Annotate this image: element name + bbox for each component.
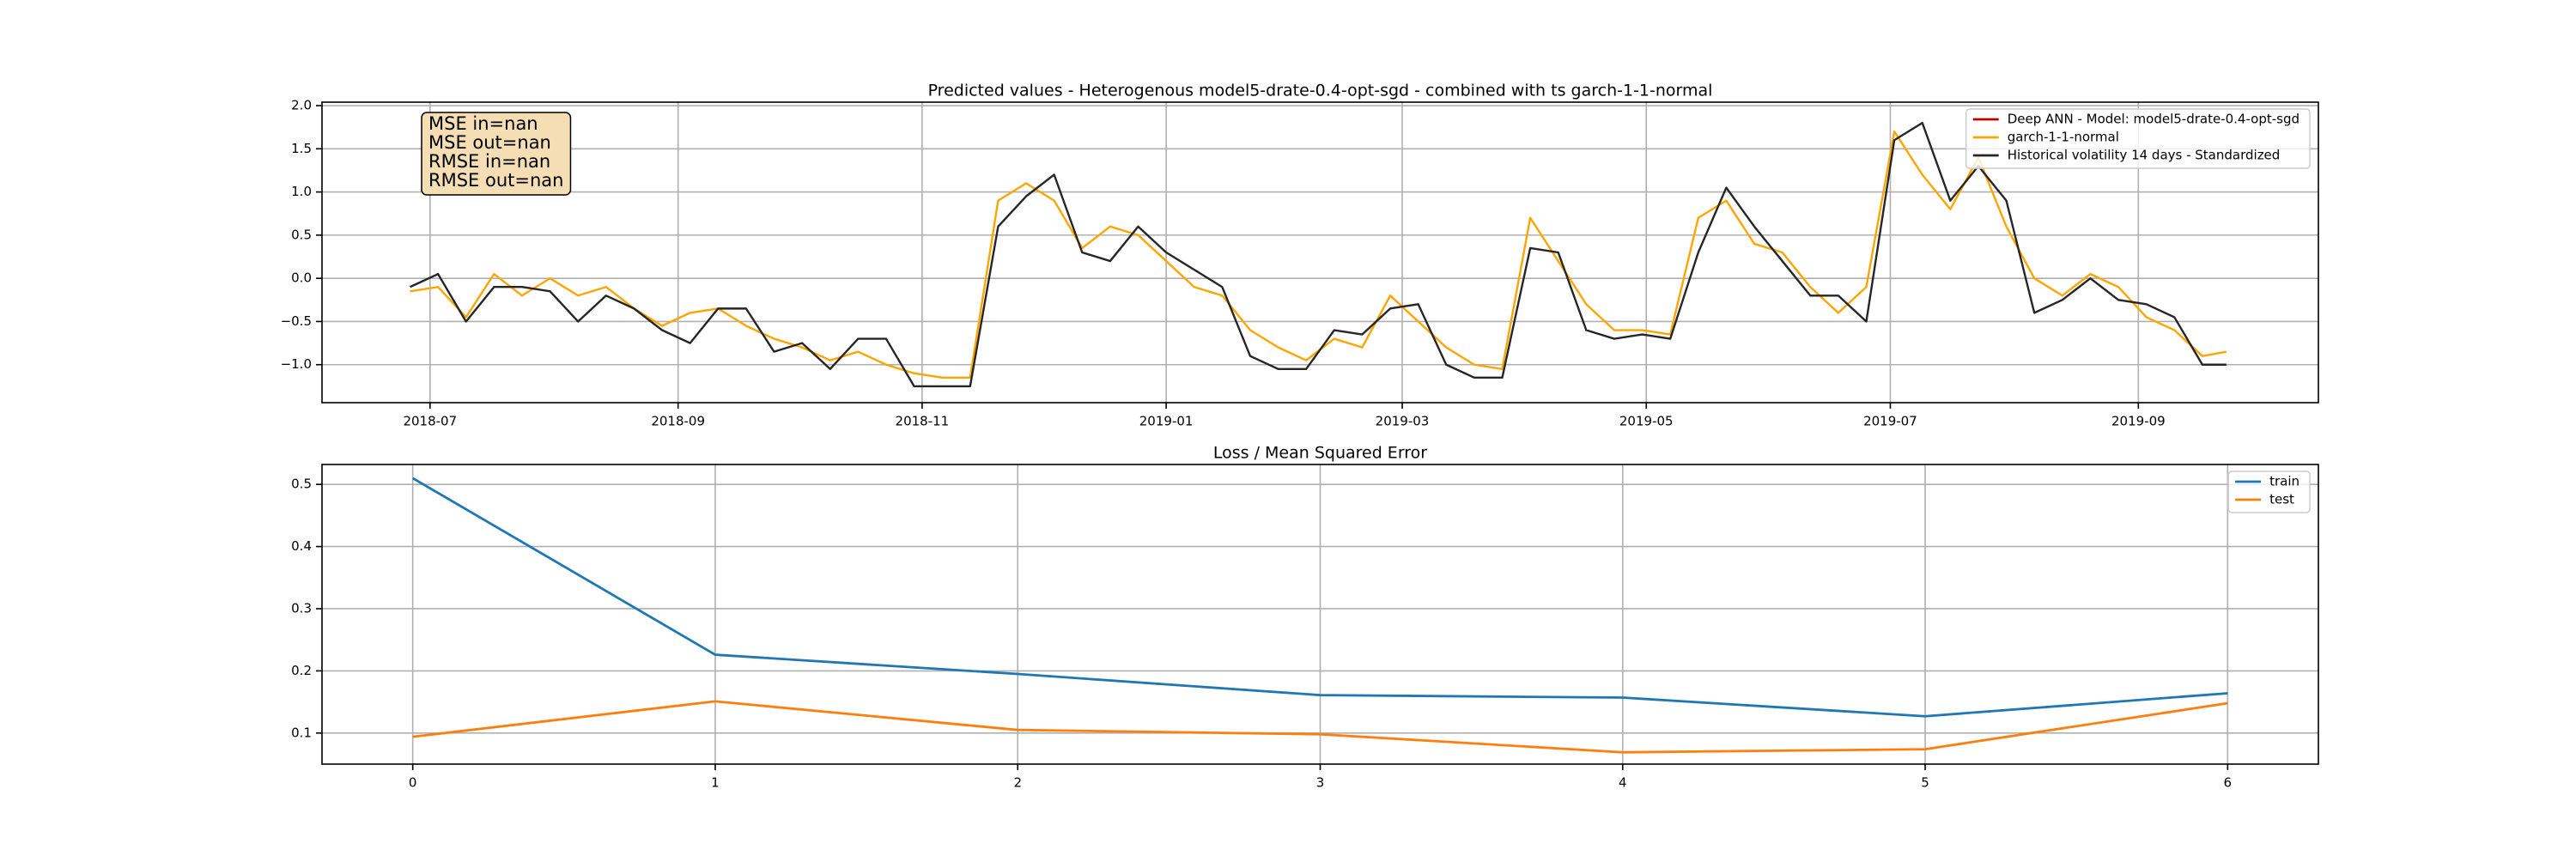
series-line: [412, 700, 2228, 754]
x-tick-label: 2019-09: [2111, 414, 2166, 429]
x-tick-label: 2018-09: [651, 414, 705, 429]
y-tick-label: 0.4: [291, 538, 312, 554]
annotation-text: RMSE out=nan: [428, 170, 563, 191]
x-tick-label: 2: [1013, 775, 1022, 791]
x-tick-label: 4: [1619, 775, 1627, 791]
y-tick-label: 1.0: [291, 184, 312, 199]
x-tick-label: 2019-05: [1619, 414, 1674, 429]
annotation-box: [421, 112, 572, 196]
plot-frame: [321, 101, 2319, 404]
chart: Predicted values - Heterogenous model5-d…: [281, 82, 2319, 429]
y-tick-label: 2.0: [291, 98, 312, 113]
y-tick-label: 0.3: [291, 600, 312, 616]
x-tick-label: 2019-01: [1139, 414, 1194, 429]
x-tick-label: 2019-03: [1376, 414, 1430, 429]
y-tick-label: −0.5: [281, 313, 312, 329]
x-tick-label: 0: [409, 775, 417, 791]
x-tick-label: 3: [1316, 775, 1325, 791]
chart-title: Predicted values - Heterogenous model5-d…: [928, 82, 1713, 100]
x-tick-label: 1: [711, 775, 720, 791]
annotation-text: MSE in=nan: [428, 113, 538, 134]
legend-label: train: [2269, 474, 2300, 489]
x-tick-label: 2019-07: [1863, 414, 1917, 429]
y-tick-label: 0.5: [291, 477, 312, 492]
chart-title: Loss / Mean Squared Error: [1213, 444, 1427, 463]
legend: train test: [2227, 470, 2311, 513]
y-tick-label: 1.5: [291, 141, 312, 156]
y-tick-label: 0.5: [291, 227, 312, 242]
legend: Deep ANN - Model: model5-drate-0.4-opt-s…: [1965, 108, 2311, 169]
x-tick-label: 2018-11: [896, 414, 950, 429]
legend-label: test: [2269, 492, 2294, 507]
series-line: [411, 477, 2228, 718]
y-tick-label: −1.0: [281, 356, 312, 372]
annotation-text: MSE out=nan: [428, 132, 551, 153]
legend-label: garch-1-1-normal: [2008, 130, 2119, 145]
legend-label: Deep ANN - Model: model5-drate-0.4-opt-s…: [2008, 112, 2300, 127]
series-line: [410, 121, 2227, 388]
legend-box: [1965, 108, 2311, 169]
x-tick-label: 2018-07: [403, 414, 457, 429]
y-tick-label: 0.1: [291, 725, 312, 740]
x-tick-label: 6: [2224, 775, 2233, 791]
series-line: [410, 131, 2227, 379]
chart: Loss / Mean Squared Error 0.1 0.2 0.3 0.4 0.5…: [291, 444, 2319, 791]
annotation-text: RMSE in=nan: [428, 151, 550, 172]
legend-label: Historical volatility 14 days - Standard…: [2008, 148, 2281, 163]
plot-frame: [321, 464, 2319, 765]
x-tick-label: 5: [1921, 775, 1929, 791]
y-tick-label: 0.0: [291, 270, 312, 286]
y-tick-label: 0.2: [291, 663, 312, 678]
